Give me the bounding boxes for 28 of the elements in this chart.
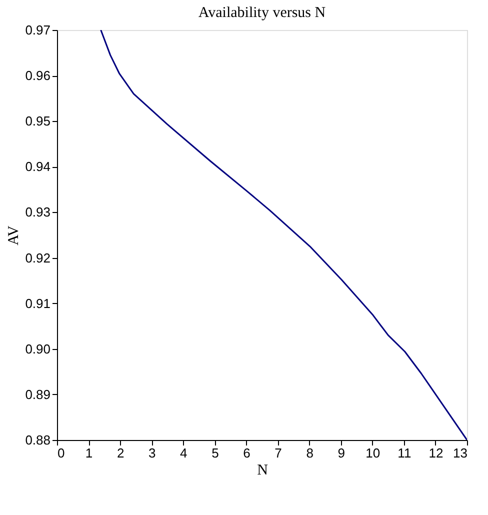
y-tick-label: 0.96 xyxy=(25,68,50,84)
y-tick-label: 0.91 xyxy=(25,296,50,311)
x-axis-title: N xyxy=(257,462,268,478)
line-series xyxy=(100,30,467,440)
x-tick-label: 9 xyxy=(338,446,345,460)
chart-title: Availability versus N xyxy=(198,5,326,21)
x-tick-label: 6 xyxy=(243,446,250,460)
x-tick-label: 5 xyxy=(212,446,219,460)
x-tick-label: 12 xyxy=(428,446,444,460)
x-tick-label: 2 xyxy=(116,446,124,460)
x-tick-label: 1 xyxy=(85,446,93,460)
x-tick-label: 8 xyxy=(306,446,314,460)
y-tick-label: 0.89 xyxy=(25,386,50,402)
y-tick-label: 0.95 xyxy=(25,114,50,129)
y-axis-title: AV xyxy=(6,225,22,246)
x-tick-label: 7 xyxy=(274,446,282,460)
x-tick-label: 13 xyxy=(453,446,468,460)
y-tick-label: 0.88 xyxy=(25,432,50,448)
x-tick-label: 3 xyxy=(148,446,156,460)
x-tick-label: 4 xyxy=(180,446,188,460)
x-tick-label: 11 xyxy=(398,446,412,460)
x-tick-label: 0 xyxy=(58,446,65,460)
y-tick-label: 0.90 xyxy=(25,341,50,356)
y-tick-label: 0.94 xyxy=(25,159,50,174)
y-tick-label: 0.97 xyxy=(25,22,50,38)
x-tick-label: 10 xyxy=(366,446,380,460)
y-tick-label: 0.93 xyxy=(25,204,50,220)
y-tick-label: 0.92 xyxy=(25,250,50,266)
